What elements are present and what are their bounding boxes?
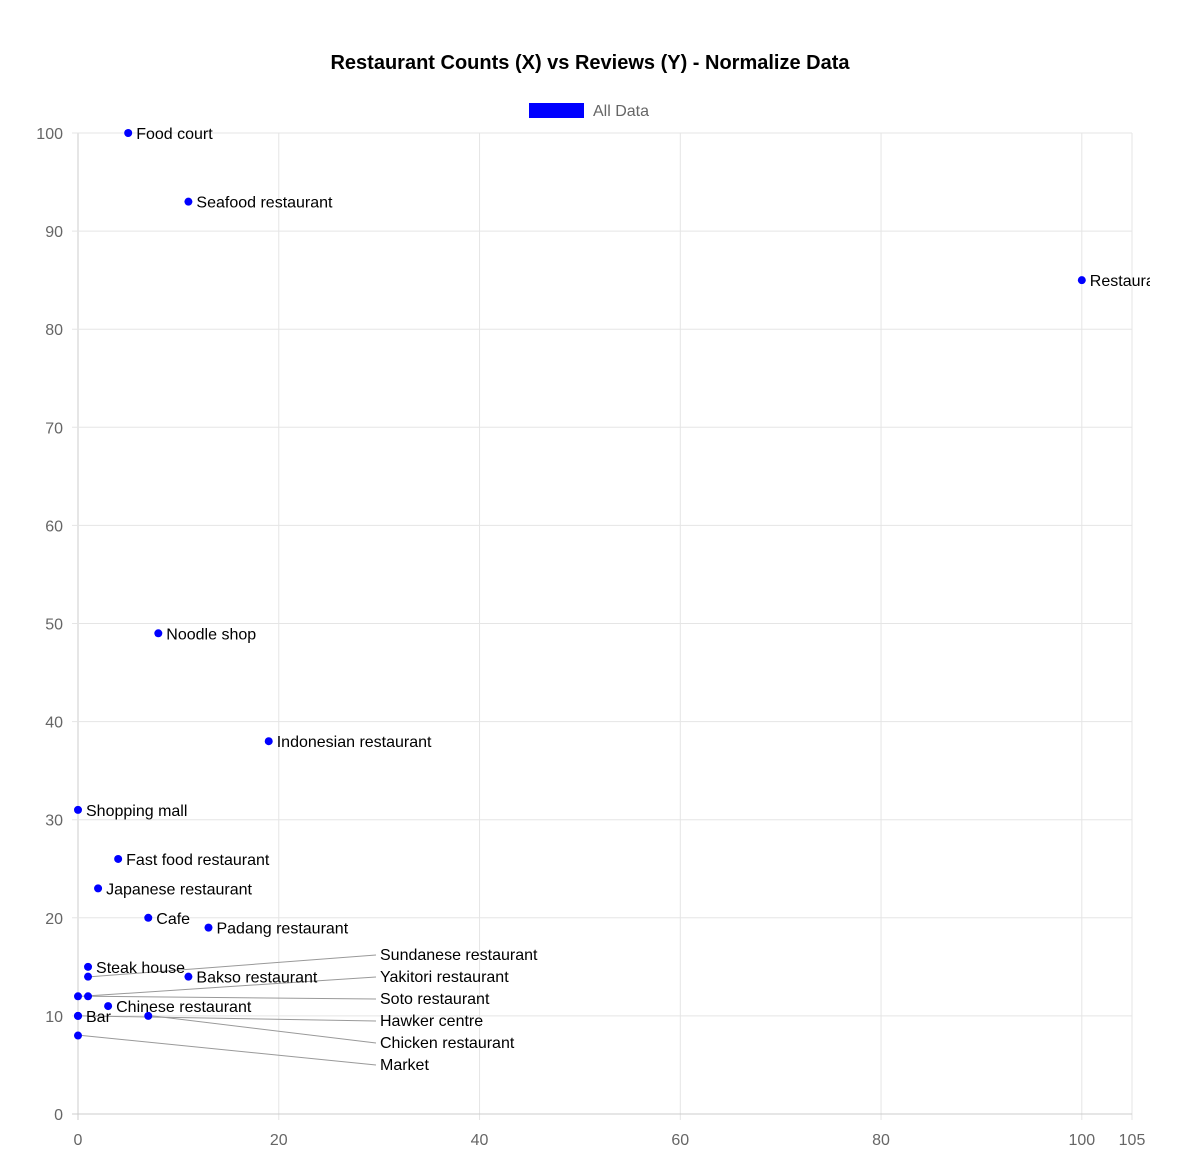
y-tick-label: 60 <box>45 518 63 535</box>
data-point <box>144 1011 153 1020</box>
point-label: Chicken restaurant <box>380 1035 515 1052</box>
data-point <box>204 923 213 932</box>
point-label: Padang restaurant <box>216 921 348 938</box>
label-leader-line <box>92 954 377 978</box>
y-tick-label: 70 <box>45 420 63 437</box>
point-label: Restaurant <box>1090 273 1169 290</box>
legend-swatch[interactable] <box>529 103 584 118</box>
point-label: Seafood restaurant <box>196 195 333 212</box>
x-tick-label: 20 <box>270 1132 288 1149</box>
x-tick-label: 60 <box>671 1132 689 1149</box>
y-tick-label: 100 <box>36 126 63 143</box>
point-label: Bar <box>86 1009 112 1026</box>
point-label: Soto restaurant <box>380 991 490 1008</box>
legend-label[interactable]: All Data <box>593 103 649 120</box>
data-point <box>74 992 82 1001</box>
data-point <box>84 992 93 1001</box>
data-point <box>94 884 103 893</box>
x-tick-label: 40 <box>471 1132 489 1149</box>
y-tick-label: 80 <box>45 322 63 339</box>
data-point <box>124 129 133 137</box>
x-tick-label: 80 <box>872 1132 890 1149</box>
data-point <box>84 972 93 981</box>
point-label: Yakitori restaurant <box>380 969 509 986</box>
label-leader-line <box>81 1015 377 1022</box>
data-point <box>114 854 123 863</box>
data-point <box>144 913 153 922</box>
data-point <box>74 805 82 814</box>
label-leader-line <box>152 1015 377 1044</box>
data-point <box>74 1011 82 1020</box>
data-point <box>1077 276 1086 285</box>
label-leader-line <box>92 995 377 1000</box>
y-tick-label: 20 <box>45 911 63 928</box>
point-label: Steak house <box>96 960 185 977</box>
point-label: Sundanese restaurant <box>380 947 538 964</box>
point-label: Fast food restaurant <box>126 852 270 869</box>
chart-title: Restaurant Counts (X) vs Reviews (Y) - N… <box>330 52 850 74</box>
y-tick-label: 10 <box>45 1009 63 1026</box>
point-label: Indonesian restaurant <box>277 734 432 751</box>
data-point <box>154 629 163 638</box>
x-tick-label: 0 <box>74 1132 83 1149</box>
point-label: Shopping mall <box>86 803 187 820</box>
data-point <box>104 1002 113 1011</box>
point-label: Hawker centre <box>380 1013 483 1030</box>
point-label: Bakso restaurant <box>196 970 318 987</box>
y-tick-label: 0 <box>54 1107 63 1124</box>
point-label: Cafe <box>156 911 190 928</box>
x-tick-label: 105 <box>1119 1132 1146 1149</box>
y-tick-label: 50 <box>45 617 63 634</box>
y-tick-label: 40 <box>45 715 63 732</box>
label-leader-line <box>81 1035 377 1066</box>
point-label: Food court <box>136 126 213 143</box>
point-label: Noodle shop <box>166 626 256 643</box>
y-tick-label: 90 <box>45 224 63 241</box>
x-tick-label: 100 <box>1068 1132 1095 1149</box>
data-point <box>184 197 193 206</box>
data-point <box>264 737 273 746</box>
y-tick-label: 30 <box>45 813 63 830</box>
point-label: Market <box>380 1057 429 1074</box>
point-label: Japanese restaurant <box>106 881 252 898</box>
data-point <box>184 972 193 981</box>
data-point <box>84 962 93 971</box>
label-leader-line <box>81 976 377 997</box>
data-point <box>74 1031 82 1040</box>
point-label: Chinese restaurant <box>116 999 252 1016</box>
